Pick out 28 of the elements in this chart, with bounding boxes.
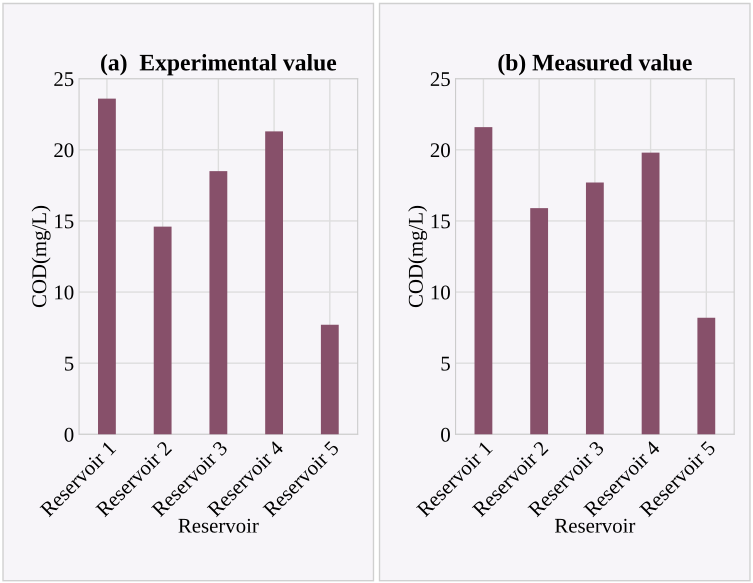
chart-title: (b) Measured value (498, 54, 692, 76)
y-tick-label: 5 (65, 356, 74, 371)
bar (642, 152, 660, 434)
y-tick-label: 20 (54, 143, 74, 158)
y-tick-label: 25 (430, 72, 450, 86)
chart-title: (a) Experimental value (101, 54, 336, 76)
y-tick-label: 20 (430, 143, 450, 158)
bar (154, 226, 172, 434)
bar (265, 131, 284, 434)
x-axis-title: Reservoir (554, 518, 636, 533)
y-tick-label: 0 (441, 428, 450, 442)
y-axis-title: COD(mg/L) (408, 206, 428, 308)
bar (209, 171, 228, 434)
y-tick-label: 25 (54, 72, 74, 86)
y-tick-label: 15 (432, 214, 450, 228)
bar (474, 127, 492, 434)
y-tick-label: 10 (55, 285, 74, 300)
bar (586, 182, 604, 434)
bar (98, 98, 116, 434)
y-tick-label: 5 (442, 356, 450, 371)
y-tick-label: 0 (64, 428, 74, 442)
x-axis-title: Reservoir (178, 518, 259, 533)
bar (697, 318, 716, 434)
bar (320, 324, 339, 434)
y-axis-title: COD(mg/L) (32, 206, 51, 308)
y-tick-label: 15 (55, 214, 74, 228)
y-tick-label: 10 (432, 285, 450, 300)
bar (530, 208, 548, 434)
